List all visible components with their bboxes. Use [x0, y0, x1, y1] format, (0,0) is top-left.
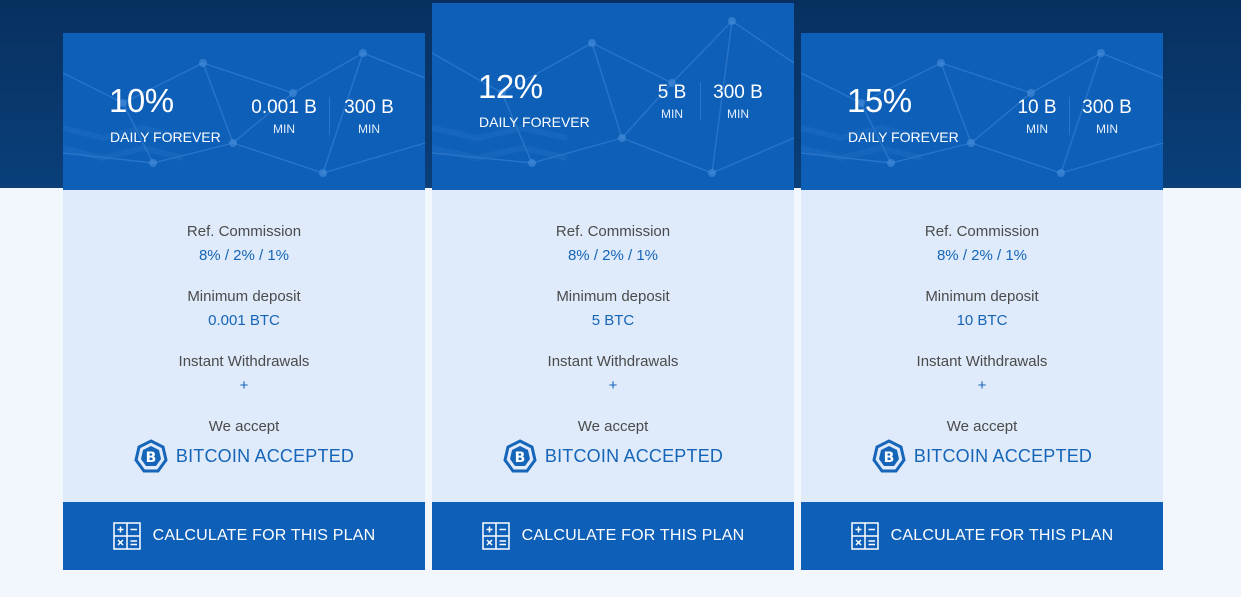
ref-commission-label: Ref. Commission [555, 223, 671, 240]
min-value: 5 B [657, 82, 687, 103]
max-value: 300 B [1082, 97, 1132, 118]
bitcoin-accepted-badge: B BITCOIN ACCEPTED [801, 439, 1163, 473]
bitcoin-icon: B [503, 439, 537, 473]
limit-divider [700, 82, 701, 120]
plan-max-limit: 300 B MIN [705, 82, 771, 121]
accept-text: BITCOIN ACCEPTED [913, 445, 1093, 466]
ref-commission-row: Ref. Commission 8% / 2% / 1% [801, 223, 1163, 288]
accept-text: BITCOIN ACCEPTED [175, 445, 355, 466]
ref-commission-value: 8% / 2% / 1% [936, 247, 1028, 264]
accept-row: We accept B BITCOIN ACCEPTED [63, 418, 425, 483]
bitcoin-icon: B [134, 439, 168, 473]
min-value: 10 B [1017, 97, 1057, 118]
plan-body: Ref. Commission 8% / 2% / 1% Minimum dep… [63, 190, 425, 483]
bitcoin-accepted-badge: B BITCOIN ACCEPTED [432, 439, 794, 473]
withdrawals-row: Instant Withdrawals + [432, 353, 794, 418]
accept-label: We accept [208, 418, 280, 435]
withdrawals-value: + [977, 377, 987, 394]
withdrawals-label: Instant Withdrawals [916, 353, 1048, 370]
calculate-button-label: CALCULATE FOR THIS PLAN [152, 527, 376, 544]
ref-commission-row: Ref. Commission 8% / 2% / 1% [432, 223, 794, 288]
min-label: MIN [273, 122, 295, 136]
plan-body: Ref. Commission 8% / 2% / 1% Minimum dep… [432, 190, 794, 483]
max-value: 300 B [344, 97, 394, 118]
withdrawals-label: Instant Withdrawals [178, 353, 310, 370]
min-deposit-row: Minimum deposit 10 BTC [801, 288, 1163, 353]
min-deposit-value: 5 BTC [591, 312, 635, 329]
withdrawals-row: Instant Withdrawals + [801, 353, 1163, 418]
plan-card-1: 10% DAILY FOREVER 0.001 B MIN 300 B MIN … [63, 33, 425, 570]
plan-min-limit: 5 B MIN [647, 82, 697, 121]
ref-commission-label: Ref. Commission [924, 223, 1040, 240]
accept-row: We accept B BITCOIN ACCEPTED [432, 418, 794, 483]
ref-commission-label: Ref. Commission [186, 223, 302, 240]
calculate-plan-button[interactable]: CALCULATE FOR THIS PLAN [63, 502, 425, 570]
min-deposit-label: Minimum deposit [925, 288, 1039, 305]
withdrawals-label: Instant Withdrawals [547, 353, 679, 370]
plan-rate: 10% [109, 82, 174, 119]
plan-max-limit: 300 B MIN [336, 97, 402, 136]
accept-row: We accept B BITCOIN ACCEPTED [801, 418, 1163, 483]
accept-label: We accept [946, 418, 1018, 435]
bitcoin-icon: B [872, 439, 906, 473]
min-deposit-value: 0.001 BTC [208, 312, 280, 329]
plan-header: 12% DAILY FOREVER 5 B MIN 300 B MIN [432, 3, 794, 190]
calculator-icon [850, 522, 879, 550]
withdrawals-value: + [608, 377, 618, 394]
bitcoin-accepted-badge: B BITCOIN ACCEPTED [63, 439, 425, 473]
ref-commission-value: 8% / 2% / 1% [567, 247, 659, 264]
svg-text:B: B [884, 450, 895, 466]
plan-rate: 15% [847, 82, 912, 119]
max-label: MIN [358, 122, 380, 136]
withdrawals-row: Instant Withdrawals + [63, 353, 425, 418]
network-pattern-graphic [801, 49, 1163, 177]
plan-min-limit: 10 B MIN [1009, 97, 1065, 136]
plan-max-limit: 300 B MIN [1074, 97, 1140, 136]
withdrawals-value: + [239, 377, 249, 394]
min-value: 0.001 B [251, 97, 317, 118]
ref-commission-row: Ref. Commission 8% / 2% / 1% [63, 223, 425, 288]
plan-card-3: 15% DAILY FOREVER 10 B MIN 300 B MIN Ref… [801, 33, 1163, 570]
plan-card-2: 12% DAILY FOREVER 5 B MIN 300 B MIN Ref.… [432, 3, 794, 570]
max-value: 300 B [713, 82, 763, 103]
calculate-plan-button[interactable]: CALCULATE FOR THIS PLAN [432, 502, 794, 570]
calculator-icon [481, 522, 510, 550]
plan-rate-label: DAILY FOREVER [110, 129, 221, 145]
calculate-button-label: CALCULATE FOR THIS PLAN [521, 527, 745, 544]
limit-divider [329, 97, 330, 135]
min-deposit-row: Minimum deposit 0.001 BTC [63, 288, 425, 353]
plan-header: 10% DAILY FOREVER 0.001 B MIN 300 B MIN [63, 33, 425, 190]
svg-text:B: B [515, 450, 526, 466]
min-label: MIN [661, 107, 683, 121]
ref-commission-value: 8% / 2% / 1% [198, 247, 290, 264]
min-deposit-value: 10 BTC [956, 312, 1008, 329]
plan-rate-label: DAILY FOREVER [479, 114, 590, 130]
network-pattern-graphic [63, 49, 425, 177]
plan-rate: 12% [478, 68, 543, 105]
min-deposit-label: Minimum deposit [187, 288, 301, 305]
min-deposit-label: Minimum deposit [556, 288, 670, 305]
plan-header: 15% DAILY FOREVER 10 B MIN 300 B MIN [801, 33, 1163, 190]
plan-rate-label: DAILY FOREVER [848, 129, 959, 145]
calculate-plan-button[interactable]: CALCULATE FOR THIS PLAN [801, 502, 1163, 570]
max-label: MIN [727, 107, 749, 121]
plan-body: Ref. Commission 8% / 2% / 1% Minimum dep… [801, 190, 1163, 483]
min-deposit-row: Minimum deposit 5 BTC [432, 288, 794, 353]
calculator-icon [112, 522, 141, 550]
limit-divider [1069, 97, 1070, 135]
svg-text:B: B [146, 450, 157, 466]
calculate-button-label: CALCULATE FOR THIS PLAN [890, 527, 1114, 544]
network-pattern-graphic [432, 17, 794, 177]
accept-text: BITCOIN ACCEPTED [544, 445, 724, 466]
min-label: MIN [1026, 122, 1048, 136]
plan-min-limit: 0.001 B MIN [249, 97, 319, 136]
max-label: MIN [1096, 122, 1118, 136]
accept-label: We accept [577, 418, 649, 435]
